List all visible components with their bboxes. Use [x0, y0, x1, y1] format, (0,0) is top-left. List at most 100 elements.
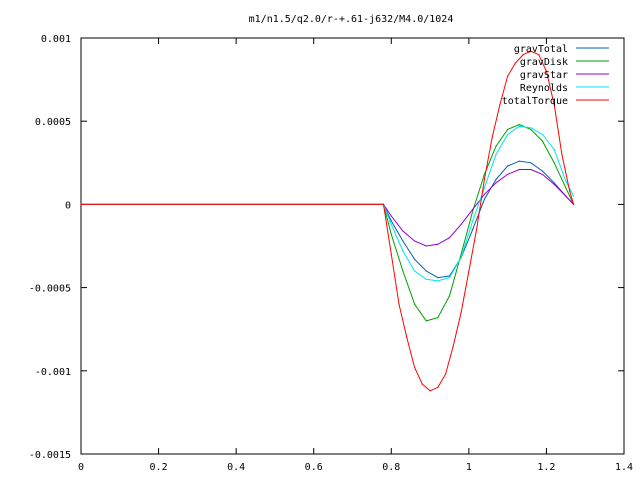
data-point-totalTorque: [406, 336, 408, 339]
axes: 0 0.2 0.4 0.6 0.8 1 1.2 1.4 0.001 0.0005 0 -0.0005 -…: [29, 34, 633, 473]
data-point-gravStar: [460, 223, 462, 225]
data-point-gravDisk: [495, 145, 497, 147]
series-line-Reynolds: [81, 125, 575, 282]
data-point-gravTotal: [402, 240, 404, 242]
data-point-gravTotal: [518, 160, 520, 162]
data-point-gravStar: [530, 168, 532, 171]
data-point-gravStar: [437, 243, 439, 245]
data-point-gravStar: [448, 237, 451, 239]
data-point-gravStar: [565, 195, 567, 197]
data-point-Reynolds: [390, 223, 392, 225]
data-point-gravStar: [553, 183, 555, 186]
data-point-gravTotal: [553, 182, 555, 184]
data-point-gravDisk: [437, 316, 439, 319]
data-point-gravStar: [507, 173, 509, 176]
data-point-Reynolds: [402, 250, 404, 252]
legend-label-Reynolds: Reynolds: [520, 83, 568, 94]
data-point-totalTorque: [522, 54, 524, 56]
data-point-totalTorque: [507, 75, 509, 77]
data-point-gravDisk: [507, 128, 509, 131]
data-point-gravTotal: [425, 270, 427, 272]
data-point-Reynolds: [437, 280, 439, 282]
data-point-totalTorque: [483, 178, 485, 181]
data-point-gravStar: [541, 173, 544, 176]
data-point-gravStar: [495, 182, 497, 184]
data-point-totalTorque: [514, 62, 517, 64]
data-point-gravTotal: [413, 258, 416, 260]
data-point-gravTotal: [390, 220, 392, 222]
x-tick-label: 0.6: [305, 462, 323, 473]
data-point-gravTotal: [495, 178, 497, 181]
data-point-gravDisk: [541, 140, 544, 142]
y-tick-label: -0.0005: [29, 284, 71, 295]
legend-label-gravDisk: gravDisk: [520, 57, 568, 68]
data-point-gravDisk: [565, 187, 567, 189]
data-point-Reynolds: [448, 277, 451, 279]
data-point-totalTorque: [80, 203, 82, 205]
series-line-gravDisk: [81, 123, 575, 322]
data-point-totalTorque: [382, 203, 385, 205]
y-tick-label: 0: [65, 200, 71, 211]
x-tick-label: 1.4: [615, 462, 633, 473]
data-point-totalTorque: [421, 383, 423, 385]
y-tick-label: 0.0005: [35, 117, 71, 128]
series-line-gravStar: [81, 169, 574, 247]
data-point-Reynolds: [460, 257, 462, 259]
data-point-gravStar: [402, 230, 404, 232]
y-tick-label: 0.001: [41, 34, 71, 45]
data-point-gravStar: [425, 245, 427, 247]
data-point-Reynolds: [425, 278, 427, 280]
y-tick-label: -0.001: [35, 367, 71, 378]
data-point-totalTorque: [572, 203, 575, 205]
x-tick-label: 0.4: [227, 462, 245, 473]
data-point-gravStar: [472, 208, 474, 210]
legend: gravTotal gravDisk gravStar Reynolds totalTo…: [502, 44, 609, 107]
data-point-gravDisk: [518, 123, 520, 126]
data-point-totalTorque: [429, 390, 431, 392]
x-tick-label: 0.2: [150, 462, 168, 473]
data-point-totalTorque: [553, 103, 555, 106]
series-line-gravTotal: [81, 160, 574, 279]
legend-label-gravStar: gravStar: [520, 70, 568, 81]
data-point-gravTotal: [437, 277, 439, 279]
data-point-totalTorque: [413, 366, 416, 369]
chart-title: m1/n1.5/q2.0/r-+.61-j632/M4.0/1024: [249, 14, 454, 25]
data-point-gravStar: [483, 193, 485, 196]
data-point-gravDisk: [472, 210, 474, 212]
x-tick-label: 1: [466, 462, 472, 473]
data-point-gravTotal: [541, 170, 544, 172]
data-point-Reynolds: [507, 133, 509, 136]
data-point-Reynolds: [553, 148, 555, 151]
data-point-gravTotal: [472, 228, 474, 230]
data-point-gravDisk: [530, 128, 532, 131]
data-point-totalTorque: [390, 253, 392, 255]
data-point-Reynolds: [472, 220, 474, 222]
data-point-totalTorque: [476, 228, 478, 230]
x-tick-label: 1.2: [537, 462, 555, 473]
data-point-gravDisk: [402, 270, 404, 272]
data-point-totalTorque: [530, 50, 532, 52]
data-point-gravDisk: [390, 233, 392, 235]
series-layer: [80, 50, 575, 392]
data-point-Reynolds: [413, 270, 416, 272]
data-point-gravDisk: [413, 303, 416, 305]
data-point-Reynolds: [530, 127, 532, 129]
data-point-gravDisk: [460, 253, 462, 255]
data-point-totalTorque: [444, 373, 447, 375]
x-tick-label: 0.8: [382, 462, 400, 473]
data-point-gravTotal: [507, 165, 509, 167]
data-point-gravDisk: [483, 173, 485, 176]
data-point-totalTorque: [437, 386, 439, 389]
plot-border: [80, 37, 625, 455]
legend-label-gravTotal: gravTotal: [514, 44, 568, 55]
data-point-gravStar: [390, 215, 392, 217]
data-point-gravTotal: [530, 162, 532, 164]
data-point-Reynolds: [565, 180, 567, 182]
x-tick-label: 0: [78, 462, 84, 473]
data-point-totalTorque: [569, 190, 571, 192]
data-point-totalTorque: [452, 345, 454, 347]
data-point-Reynolds: [518, 125, 520, 127]
legend-label-totalTorque: totalTorque: [502, 96, 568, 107]
data-point-totalTorque: [561, 153, 563, 156]
